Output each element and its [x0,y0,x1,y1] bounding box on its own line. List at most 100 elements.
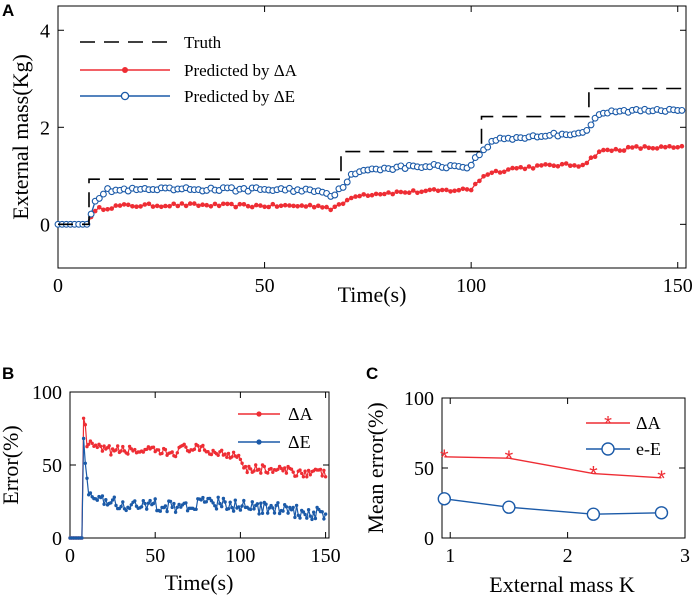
series-b-delta-e-point [175,505,179,509]
x-tick-label: 100 [456,275,486,297]
series-delta-a-point [675,145,680,150]
series-delta-a-point [253,202,259,208]
series-b-delta-e-point [83,461,88,465]
series-delta-a-point [423,188,429,194]
y-tick-label: 4 [40,20,50,42]
series-delta-a-point [291,203,296,209]
series-delta-a-point [365,193,371,198]
series-b-delta-a-point [322,468,326,473]
series-b-delta-e-point [294,503,299,508]
series-delta-a-point [435,188,441,194]
series-delta-a-point [617,148,623,153]
series-b-delta-e-point [301,510,306,514]
series-b-delta-a-point [196,444,200,448]
series-delta-a-point [324,204,329,210]
series-delta-a-point [241,202,247,207]
series-b-delta-e-point [306,508,311,512]
series-b-delta-e-point [112,495,117,499]
series-delta-a-point [419,189,424,195]
series-delta-a-point [221,201,226,207]
series-b-delta-e-point [276,501,280,505]
series-b-delta-e-point [194,507,198,511]
series-delta-a-point [316,203,321,209]
series-delta-a-point [113,203,119,208]
series-b-delta-e-point [172,501,176,506]
series-delta-a-point [510,165,515,171]
series-delta-a-point [642,144,647,149]
series-b-delta-a-point [300,471,304,476]
series-delta-a-point [92,208,98,214]
y-tick-label: 100 [32,382,62,404]
series-delta-a-point [179,201,185,206]
series-delta-a-point [163,203,168,209]
series-b-delta-a-point [269,466,273,471]
legend-c-e-label: e-E [636,439,661,459]
series-b-delta-a-point [192,447,197,451]
series-delta-a-point [303,204,309,209]
series-delta-a-point [477,178,482,184]
series-b-delta-e-point [305,516,309,520]
legend-c-circle-marker [601,442,615,456]
series-b-delta-e-point [173,510,178,514]
series-delta-a-point [630,145,635,150]
series-delta-a-point [233,204,238,210]
series-delta-a-point [605,147,610,153]
series-delta-a-point [572,163,577,168]
series-b-delta-a-point [257,467,261,471]
series-delta-a-point [357,193,362,199]
series-b-delta-a-point [87,442,91,446]
series-b-delta-a-point [216,453,220,457]
series-delta-a-point [394,189,400,194]
series-delta-a-point [390,191,396,197]
series-b-delta-a-point [237,453,241,458]
series-b-delta-e-point [264,502,268,506]
series-c-e-point [586,507,601,521]
series-b-delta-a-point [231,450,236,454]
series-b-delta-a-point [141,450,145,454]
series-delta-a-point [530,166,536,171]
series-b-delta-a-point [323,475,328,479]
series-delta-a-point [596,149,602,154]
series-c-delta-a-point: * [657,466,666,491]
series-delta-a-point [159,204,164,210]
series-b-delta-e-point [185,509,190,513]
series-delta-a-point [592,154,598,159]
series-b-delta-e-point [255,502,260,506]
x-tick-label: 2 [563,545,573,567]
series-b-delta-e-point [133,499,137,503]
series-b-delta-a-point [225,455,229,459]
series-b-delta-e-point [281,509,285,513]
series-b-delta-e-point [252,507,256,511]
series-b-delta-e-point [102,502,106,506]
series-b-delta-a-point [197,448,202,453]
series-b-delta-e-point [248,507,253,512]
series-b-delta-e-point [153,497,157,501]
x-tick-label: 0 [53,275,63,297]
legend-c-delta-a-label: ΔA [636,413,661,433]
series-delta-a-point [588,155,594,160]
series-delta-a-point [353,194,358,199]
series-b-delta-e-point [141,499,145,503]
series-delta-a-point [609,148,614,154]
series-delta-e-point [343,178,351,186]
series-b-delta-e-point [213,504,217,508]
series-delta-a-point [125,202,131,208]
panel-b-y-ticks: 0 50 100 [32,382,329,550]
series-delta-a-point [175,203,181,209]
series-delta-a-point [216,203,222,209]
series-b-delta-a-point [223,452,227,456]
series-delta-a-point [192,201,197,206]
series-delta-a-point [262,204,267,210]
legend-delta-a-label: Predicted by ΔA [184,61,298,80]
series-delta-a-point [187,201,193,206]
series-c-delta-a-point: * [505,446,514,471]
series-b-delta-a-point [238,457,243,462]
series-delta-a-point [625,144,631,150]
series-b-delta-a-point [245,470,249,475]
series-delta-a-point [274,204,280,209]
series-delta-a-point [406,190,412,195]
series-b-delta-e-point [289,508,294,512]
series-delta-a-point [514,166,519,171]
series-delta-a-point [299,203,305,208]
series-b-delta-e-point [177,502,181,507]
